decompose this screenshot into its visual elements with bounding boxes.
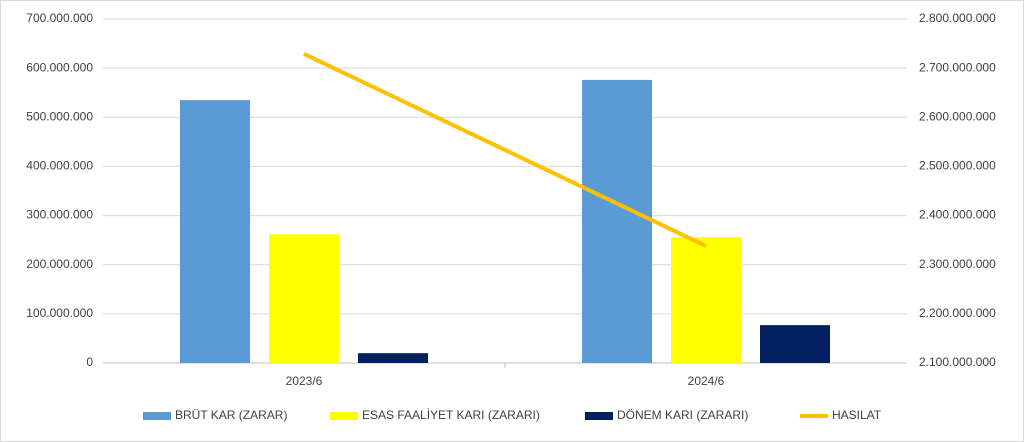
legend-label: HASILAT [832,408,882,422]
y2-tick-label: 2.600.000.000 [919,109,996,123]
legend-swatch [143,412,171,420]
y-tick-label: 600.000.000 [26,60,93,74]
legend-label: BRÜT KAR (ZARAR) [175,408,287,422]
y-tick-label: 200.000.000 [26,257,93,271]
legend-label: DÖNEM KARI (ZARARI) [617,408,748,422]
y-tick-label: 400.000.000 [26,159,93,173]
legend-swatch [330,412,358,420]
y2-tick-label: 2.500.000.000 [919,159,996,173]
bar [358,353,428,363]
bar [180,100,250,363]
legend-swatch [585,412,613,420]
y-tick-label: 300.000.000 [26,208,93,222]
y-tick-label: 700.000.000 [26,11,93,25]
line-series [303,52,707,248]
y-tick-label: 100.000.000 [26,306,93,320]
y2-tick-label: 2.700.000.000 [919,60,996,74]
bar [760,325,830,363]
y-tick-label: 500.000.000 [26,109,93,123]
bar [269,234,339,363]
y2-tick-label: 2.100.000.000 [919,355,996,369]
y2-tick-label: 2.300.000.000 [919,257,996,271]
y-tick-label: 0 [86,355,93,369]
x-tick-label: 2023/6 [286,374,323,388]
x-tick-label: 2024/6 [688,374,725,388]
y2-tick-label: 2.800.000.000 [919,11,996,25]
y2-tick-label: 2.400.000.000 [919,208,996,222]
bar [671,237,741,363]
y2-tick-label: 2.200.000.000 [919,306,996,320]
legend-label: ESAS FAALİYET KARI (ZARARI) [362,408,540,422]
bar [582,79,652,364]
